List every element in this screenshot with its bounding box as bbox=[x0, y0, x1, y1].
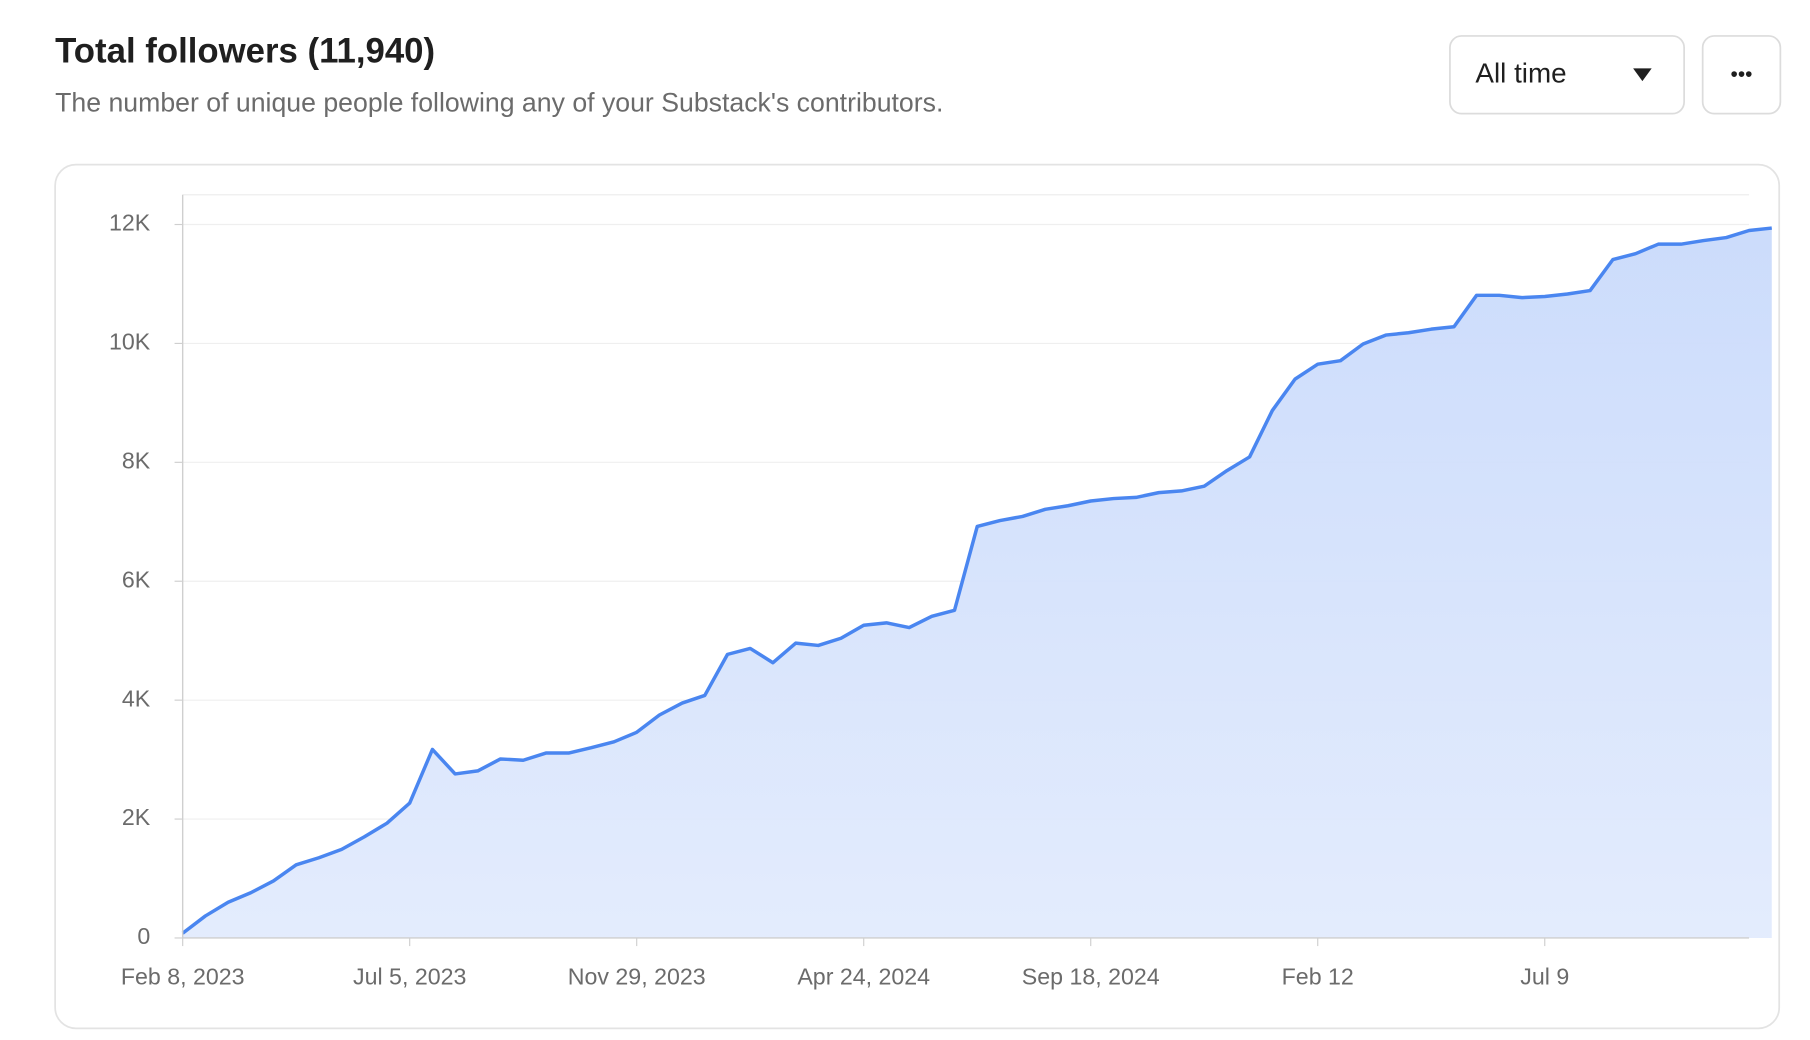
x-tick-label: Apr 24, 2024 bbox=[797, 964, 930, 990]
dropdown-label[interactable]: All time bbox=[1475, 58, 1566, 89]
x-tick-label: Nov 29, 2023 bbox=[568, 964, 706, 990]
more-box[interactable] bbox=[1701, 35, 1782, 115]
dropdown-box[interactable] bbox=[1449, 35, 1685, 115]
y-tick-label: 12K bbox=[109, 210, 151, 236]
line bbox=[181, 226, 1772, 935]
plot: 0 2K 4K 6K 8K 10K 12K Feb 8, 2023 Jul 5, 2023 Nov… bbox=[109, 194, 1772, 990]
y-tick-label: 8K bbox=[122, 447, 151, 473]
x-tick-label: Sep 18, 2024 bbox=[1022, 964, 1160, 990]
x-tick-label: Jul 9 bbox=[1520, 964, 1569, 990]
y-tick-label: 6K bbox=[122, 566, 151, 592]
y-tick-label: 2K bbox=[122, 804, 151, 830]
range-dropdown[interactable]: All time bbox=[1449, 35, 1685, 115]
area-fill bbox=[182, 228, 1772, 938]
subtitle: The number of unique people following an… bbox=[55, 87, 943, 117]
x-tick-label: Jul 5, 2023 bbox=[353, 964, 466, 990]
title: Total followers (11,940) bbox=[55, 33, 435, 71]
y-tick-label: 10K bbox=[109, 329, 151, 355]
more-icon[interactable]: ••• bbox=[1731, 63, 1753, 86]
dropdown-arrow bbox=[1633, 68, 1652, 82]
x-tick-label: Feb 8, 2023 bbox=[121, 964, 245, 990]
more-button[interactable]: ••• bbox=[1701, 35, 1782, 115]
y-tick-label: 0 bbox=[137, 923, 150, 949]
x-tick-label: Feb 12 bbox=[1282, 964, 1354, 990]
y-tick-label: 4K bbox=[122, 685, 151, 711]
